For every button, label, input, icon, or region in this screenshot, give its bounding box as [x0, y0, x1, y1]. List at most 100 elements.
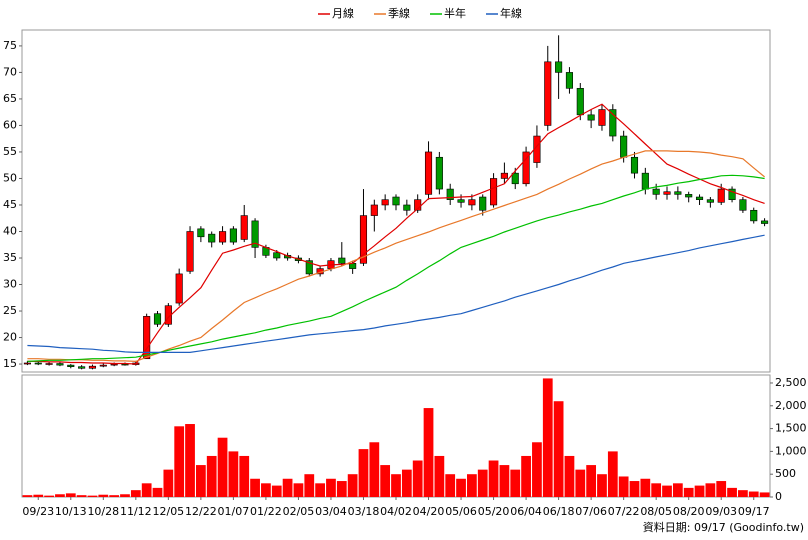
candle-body — [630, 156, 639, 174]
candle-body — [186, 231, 194, 272]
x-tick-label: 11/12 — [120, 505, 152, 518]
candle-body — [468, 199, 476, 206]
candle-body — [229, 228, 237, 243]
candle-body — [620, 135, 628, 158]
volume-bar — [488, 460, 499, 497]
x-tick-label: 07/22 — [608, 505, 640, 518]
volume-bar — [445, 474, 456, 497]
volume-bar — [477, 469, 488, 497]
legend-label: 年線 — [500, 6, 522, 20]
ma-line — [27, 150, 765, 363]
candle-body — [34, 362, 42, 365]
y-tick-label: 45 — [3, 198, 17, 211]
volume-bar — [467, 474, 477, 497]
candle-body — [500, 172, 508, 179]
volume-bar — [738, 490, 748, 497]
volume-bar — [185, 424, 195, 497]
y-tick-label: 20 — [3, 331, 17, 344]
volume-bar — [369, 442, 380, 497]
volume-bar — [141, 483, 152, 497]
candle-body — [403, 204, 411, 211]
y-tick-label: 60 — [3, 118, 17, 131]
x-tick-label: 03/18 — [348, 505, 380, 518]
volume-bar — [217, 437, 228, 497]
volume-bar — [174, 426, 185, 497]
candle-body — [392, 196, 400, 206]
volume-bar — [261, 483, 271, 497]
candle-body — [305, 260, 313, 275]
x-tick-label: 04/02 — [380, 505, 412, 518]
y-tick-label: 25 — [3, 304, 17, 317]
y-tick-label: 40 — [3, 224, 17, 237]
volume-bar — [748, 491, 759, 497]
candle-body — [739, 199, 747, 211]
volume-bar — [575, 469, 586, 497]
legend-label: 月線 — [332, 6, 354, 20]
volume-bar — [163, 469, 174, 497]
volume-bar — [510, 469, 521, 497]
volume-bar — [250, 478, 260, 497]
volume-bar — [282, 478, 293, 497]
volume-bar — [759, 492, 770, 497]
candle-body — [435, 156, 443, 190]
x-tick-label: 09/23 — [22, 505, 54, 518]
x-tick-label: 01/22 — [250, 505, 282, 518]
candle-body — [511, 172, 519, 185]
volume-bar — [401, 469, 412, 497]
candle-body — [522, 151, 530, 185]
candle-body — [424, 151, 433, 195]
volume-bar — [564, 455, 575, 497]
volume-bar — [336, 481, 347, 497]
legend-label: 半年 — [444, 6, 466, 20]
candle-body — [218, 231, 227, 243]
candle-body — [67, 364, 75, 367]
candle-body — [110, 363, 118, 366]
volume-bar — [727, 487, 737, 497]
volume-bar — [315, 483, 325, 497]
volume-bar — [33, 494, 44, 497]
volume-bar — [358, 449, 369, 497]
volume-bar — [672, 483, 683, 497]
x-tick-label: 04/20 — [413, 505, 445, 518]
candle-body — [457, 199, 465, 203]
candle-body — [240, 215, 248, 240]
candle-body — [728, 188, 736, 200]
candle-body — [555, 61, 563, 73]
x-tick-label: 06/04 — [510, 505, 542, 518]
ma-line — [27, 103, 765, 365]
x-tick-label: 01/07 — [218, 505, 250, 518]
y2-tick-label: 1,000 — [775, 444, 807, 457]
volume-bar — [597, 474, 607, 497]
y2-tick-label: 1,500 — [775, 422, 807, 435]
candle-body — [479, 196, 487, 211]
candle-body — [78, 366, 86, 369]
volume-bar — [347, 474, 358, 497]
x-tick-label: 09/03 — [705, 505, 737, 518]
volume-bar — [521, 455, 531, 497]
volume-bar — [618, 476, 629, 497]
y-tick-label: 70 — [3, 65, 17, 78]
candle-body — [598, 109, 606, 126]
volume-bar — [87, 495, 98, 497]
candle-body — [576, 88, 584, 116]
y2-tick-label: 500 — [775, 467, 796, 480]
volume-bar — [629, 481, 640, 497]
x-tick-label: 07/06 — [575, 505, 607, 518]
x-tick-label: 06/18 — [543, 505, 575, 518]
candle-body — [761, 220, 769, 224]
x-tick-label: 10/13 — [55, 505, 87, 518]
x-tick-label: 12/05 — [152, 505, 184, 518]
candle-body — [45, 363, 53, 365]
volume-bar — [380, 465, 391, 497]
candle-body — [641, 172, 649, 190]
candle-body — [674, 191, 682, 195]
candle-body — [587, 114, 595, 121]
candle-body — [153, 313, 162, 325]
volume-bar — [76, 495, 87, 497]
candle-body — [565, 72, 574, 89]
candle-body — [56, 363, 64, 366]
volume-bar — [44, 495, 54, 497]
candle-body — [338, 257, 346, 264]
candle-body — [544, 61, 552, 126]
